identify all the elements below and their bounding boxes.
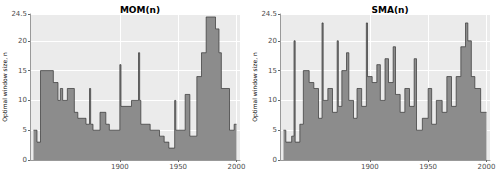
svg-text:5: 5 [23, 126, 27, 134]
svg-text:SMA(n): SMA(n) [371, 5, 408, 15]
svg-text:10: 10 [18, 96, 27, 104]
svg-text:Optimal window size, n: Optimal window size, n [251, 52, 259, 122]
svg-text:1900: 1900 [111, 163, 129, 171]
svg-text:1950: 1950 [419, 163, 437, 171]
svg-text:1950: 1950 [169, 163, 187, 171]
svg-text:15: 15 [18, 67, 27, 75]
svg-text:1900: 1900 [361, 163, 379, 171]
svg-text:0: 0 [273, 156, 277, 164]
svg-text:2000: 2000 [228, 163, 246, 171]
svg-text:20: 20 [18, 37, 27, 45]
svg-text:24.5: 24.5 [261, 10, 277, 18]
svg-text:MOM(n): MOM(n) [120, 5, 160, 15]
svg-text:Optimal window size, n: Optimal window size, n [1, 52, 9, 122]
svg-text:15: 15 [268, 67, 277, 75]
svg-text:24.5: 24.5 [11, 10, 27, 18]
svg-text:5: 5 [273, 126, 277, 134]
svg-text:10: 10 [268, 96, 277, 104]
svg-text:2000: 2000 [478, 163, 496, 171]
svg-text:20: 20 [268, 37, 277, 45]
svg-text:0: 0 [23, 156, 27, 164]
